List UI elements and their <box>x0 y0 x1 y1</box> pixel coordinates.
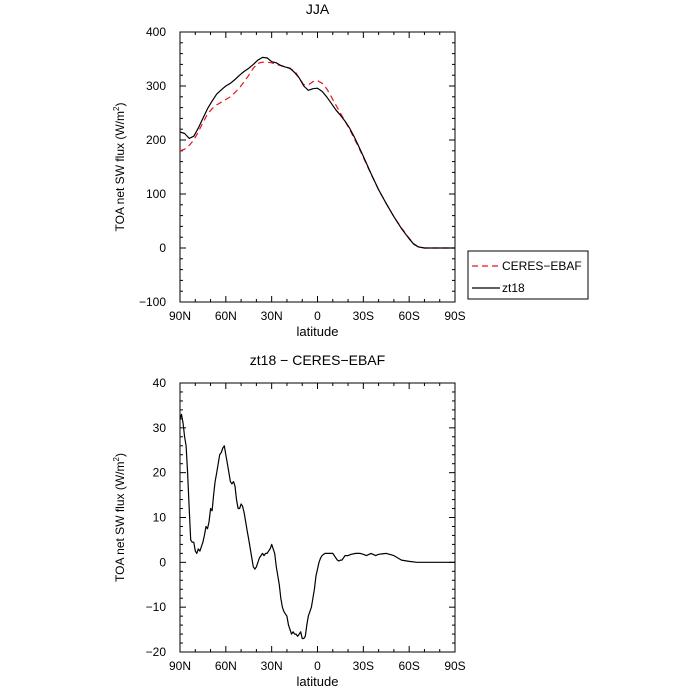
upper-y-tick-label: 300 <box>146 79 166 93</box>
upper-x-axis-label: latitude <box>297 324 339 339</box>
lower-x-axis-label: latitude <box>297 674 339 689</box>
lower-x-tick-label: 90S <box>444 659 465 673</box>
lower-y-tick-label: −20 <box>146 645 167 659</box>
lower-y-tick-label: 40 <box>153 376 167 390</box>
upper-y-axis-label: TOA net SW flux (W/m2) <box>112 103 127 232</box>
lower-chart-title: zt18 − CERES−EBAF <box>250 352 385 368</box>
lower-y-tick-label: −10 <box>146 600 167 614</box>
lower-y-tick-label: 0 <box>159 555 166 569</box>
legend-box <box>467 250 589 300</box>
upper-x-tick-label: 30N <box>261 309 283 323</box>
upper-y-tick-label: 0 <box>159 241 166 255</box>
upper-chart-title: JJA <box>306 1 330 17</box>
upper-x-tick-label: 60S <box>398 309 419 323</box>
legend-label-0: CERES−EBAF <box>502 259 582 273</box>
upper-x-tick-label: 90N <box>169 309 191 323</box>
upper-x-tick-label: 30S <box>353 309 374 323</box>
lower-y-tick-label: 30 <box>153 421 167 435</box>
lower-x-tick-label: 90N <box>169 659 191 673</box>
lower-y-axis-label: TOA net SW flux (W/m2) <box>112 453 127 582</box>
legend: CERES−EBAF zt18 <box>467 250 589 300</box>
lower-plot-frame <box>179 382 456 653</box>
lower-x-tick-label: 0 <box>314 659 321 673</box>
legend-label-1: zt18 <box>502 281 525 295</box>
lower-x-tick-label: 60N <box>215 659 237 673</box>
upper-y-tick-label: −100 <box>139 295 166 309</box>
lower-series-line-0 <box>179 413 455 640</box>
upper-x-tick-label: 0 <box>314 309 321 323</box>
lower-x-tick-label: 30N <box>261 659 283 673</box>
upper-y-tick-label: 100 <box>146 187 166 201</box>
upper-y-tick-label: 400 <box>146 25 166 39</box>
upper-y-tick-label: 200 <box>146 133 166 147</box>
upper-series-line-1 <box>179 56 455 249</box>
upper-panel: 90N 60N 30N 0 30S 60S 90S −100 0 100 200 300 400 JJA l… <box>112 1 589 339</box>
lower-y-tick-label: 10 <box>153 511 167 525</box>
lower-x-tick-label: 30S <box>353 659 374 673</box>
lower-x-tick-label: 60S <box>398 659 419 673</box>
lower-panel: 90N 60N 30N 0 30S 60S 90S −20 −10 0 10 20 30 40 zt18 −… <box>112 352 466 689</box>
upper-x-tick-label: 60N <box>215 309 237 323</box>
lower-y-tick-label: 20 <box>153 466 167 480</box>
upper-plot-frame <box>179 31 456 303</box>
upper-x-tick-label: 90S <box>444 309 465 323</box>
